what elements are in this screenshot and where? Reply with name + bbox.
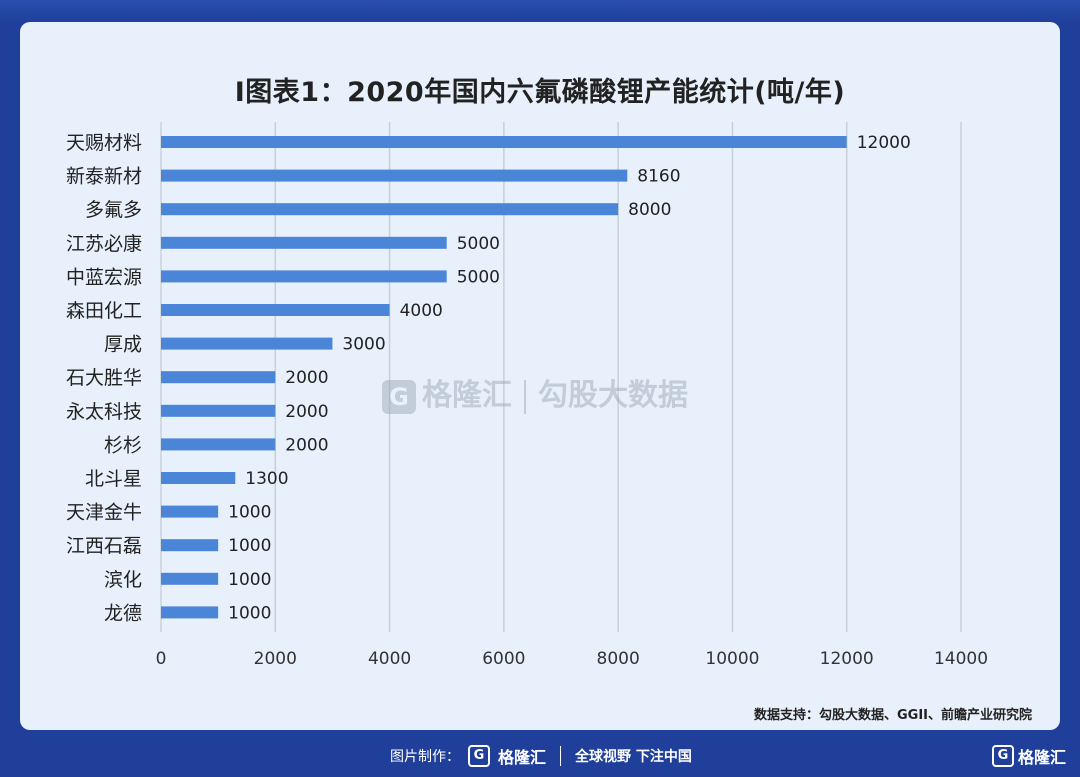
value-label: 8160: [637, 167, 680, 187]
bar: [161, 304, 390, 316]
category-label: 滨化: [104, 569, 142, 591]
x-tick-label: 2000: [254, 649, 297, 669]
footer: 图片制作： G 格隆汇 全球视野 下注中国 G 格隆汇: [0, 730, 1080, 777]
category-label: 多氟多: [85, 199, 142, 221]
bar: [161, 337, 333, 350]
corner-logo-icon: G: [991, 745, 1014, 767]
category-label: 石大胜华: [66, 367, 142, 389]
category-label: 天赐材料: [66, 132, 142, 154]
chart-title: I图表1：2020年国内六氟磷酸锂产能统计(吨/年): [234, 77, 846, 108]
category-label: 龙德: [104, 602, 142, 624]
watermark-separator: [524, 379, 526, 414]
x-tick-label: 14000: [934, 649, 988, 669]
category-label: 江苏必康: [66, 233, 142, 255]
chart-card: I图表1：2020年国内六氟磷酸锂产能统计(吨/年) 0 2000 4000 6000…: [20, 22, 1060, 730]
bar-chart: 0 2000 4000 6000 8000 10000 12000 14000 天赐材料 1200…: [66, 122, 988, 669]
bar: [161, 606, 219, 619]
x-tick-label: 12000: [820, 649, 874, 669]
data-source: 数据支持：勾股大数据、GGII、前瞻产业研究院: [753, 708, 1032, 723]
category-label: 天津金牛: [66, 502, 142, 524]
x-tick-label: 10000: [705, 649, 759, 669]
bar: [161, 203, 619, 216]
corner-brand: G 格隆汇: [991, 744, 1066, 768]
value-label: 1000: [228, 503, 271, 523]
footer-made-by: 图片制作：: [390, 749, 460, 765]
bar: [161, 472, 236, 484]
footer-separator: [560, 746, 562, 766]
value-label: 1000: [228, 570, 271, 590]
bar: [161, 404, 276, 417]
value-label: 12000: [857, 133, 911, 153]
corner-brand-text: 格隆汇: [1017, 748, 1066, 767]
value-label: 8000: [628, 200, 671, 220]
watermark-logo-icon: G: [382, 379, 416, 414]
value-label: 1000: [228, 536, 271, 556]
value-label: 1000: [228, 603, 271, 623]
frame-top: [0, 0, 1080, 22]
category-label: 杉杉: [104, 434, 142, 456]
bar: [161, 371, 276, 384]
bar: [161, 505, 219, 518]
category-label: 新泰新材: [66, 166, 142, 188]
gelonghui-logo-icon: G: [468, 745, 490, 767]
footer-slogan: 全球视野 下注中国: [575, 749, 692, 765]
category-label: 厚成: [104, 334, 142, 356]
bar: [161, 539, 219, 552]
category-label: 永太科技: [66, 401, 142, 423]
bar: [161, 136, 847, 148]
value-label: 5000: [457, 267, 500, 287]
watermark-text: 勾股大数据: [538, 378, 688, 413]
category-label: 森田化工: [66, 300, 142, 322]
category-label: 北斗星: [85, 468, 142, 490]
category-label: 中蓝宏源: [66, 266, 142, 288]
x-tick-label: 4000: [368, 649, 411, 669]
value-label: 4000: [400, 301, 443, 321]
footer-brand: 格隆汇: [498, 748, 547, 767]
bar: [161, 169, 628, 182]
x-tick-label: 0: [156, 649, 167, 669]
bar: [161, 438, 276, 451]
x-tick-label: 6000: [482, 649, 525, 669]
footer-credit: 图片制作： G 格隆汇 全球视野 下注中国: [390, 744, 692, 768]
value-label: 2000: [285, 368, 328, 388]
x-tick-label: 8000: [597, 649, 640, 669]
bar: [161, 572, 219, 585]
bar: [161, 236, 447, 249]
value-label: 1300: [245, 469, 288, 489]
bar: [161, 270, 447, 283]
value-label: 5000: [457, 234, 500, 254]
value-label: 2000: [285, 435, 328, 455]
value-label: 3000: [342, 335, 385, 355]
watermark: G 格隆汇 勾股大数据: [382, 370, 688, 414]
value-label: 2000: [285, 402, 328, 422]
watermark-brand: 格隆汇: [422, 378, 512, 413]
category-label: 江西石磊: [66, 535, 142, 557]
